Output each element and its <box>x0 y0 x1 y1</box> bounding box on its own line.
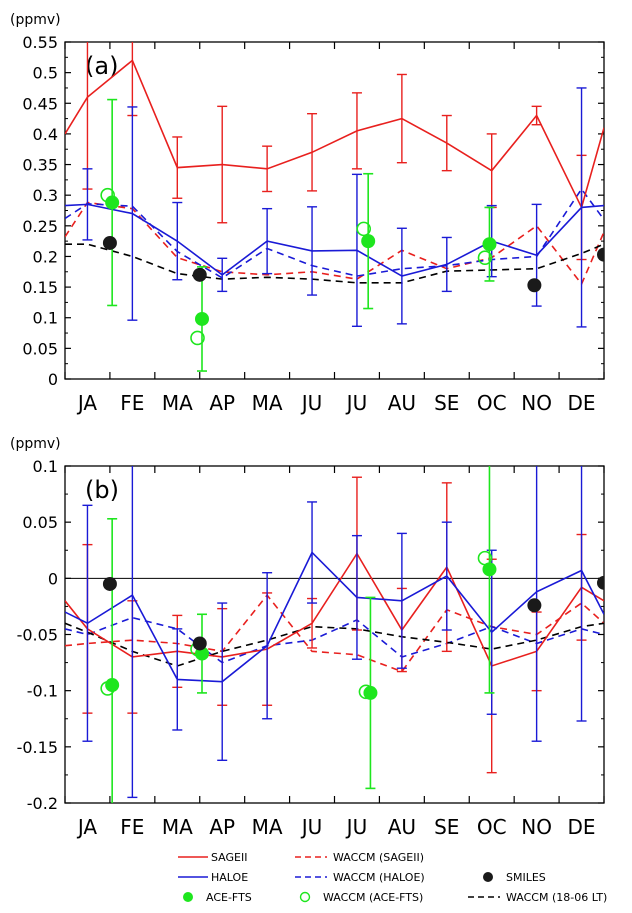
plot-frame <box>64 465 605 804</box>
month-label: MA <box>252 815 283 839</box>
panel-label: (b) <box>85 476 119 504</box>
y-tick-label: 0 <box>48 569 58 588</box>
legend-label-sageii: SAGEII <box>211 851 247 864</box>
point-ace-fts <box>482 562 497 577</box>
month-label: AU <box>388 815 416 839</box>
point-ace-fts <box>361 234 376 249</box>
y-tick-label: 0.1 <box>33 457 58 476</box>
legend: SAGEII WACCM (SAGEII) HALOE WACCM (HALOE) SM… <box>178 851 607 904</box>
month-label: MA <box>162 391 193 415</box>
point-waccm-ace-fts <box>190 330 205 346</box>
panel-a: 0 0.05 0.1 0.15 0.2 0.25 0.3 0.35 0.4 0.45 0.5 0.55… <box>10 12 605 415</box>
point-smiles <box>527 598 542 613</box>
month-label: OC <box>477 391 507 415</box>
point-smiles <box>192 636 207 651</box>
month-label: AP <box>209 815 235 839</box>
point-smiles <box>597 247 604 262</box>
month-label: JU <box>300 391 323 415</box>
month-label: JA <box>76 391 98 415</box>
series-line-sageii <box>65 552 604 667</box>
series-line-waccm-haloe <box>65 187 604 279</box>
legend-label-smiles: SMILES <box>506 871 546 884</box>
y-tick-label: 0.15 <box>22 278 58 297</box>
point-smiles <box>102 235 117 250</box>
y-tick-label: 0.1 <box>33 309 58 328</box>
point-ace-fts <box>105 678 120 693</box>
month-label: DE <box>568 391 596 415</box>
month-label: NO <box>521 815 552 839</box>
point-waccm-ace-fts <box>100 187 115 203</box>
y-tick-label: 0.2 <box>33 247 58 266</box>
month-label: OC <box>477 815 507 839</box>
y-tick-label: 0 <box>48 370 58 389</box>
series-line-haloe <box>65 551 604 683</box>
point-smiles <box>527 278 542 293</box>
month-label: DE <box>568 815 596 839</box>
month-label: JU <box>300 815 323 839</box>
y-unit-label: (ppmv) <box>10 436 61 452</box>
point-ace-fts <box>194 311 209 326</box>
month-label: AU <box>388 391 416 415</box>
legend-label-waccm-haloe: WACCM (HALOE) <box>333 871 425 884</box>
plot-area <box>65 466 604 803</box>
series-line-sageii <box>65 59 604 210</box>
y-tick-label: 0.25 <box>22 217 58 236</box>
point-smiles <box>597 575 604 590</box>
legend-label-waccm-sageii: WACCM (SAGEII) <box>333 851 424 864</box>
month-label: SE <box>434 391 459 415</box>
month-label: MA <box>162 815 193 839</box>
legend-swatch-ace-fts <box>183 892 193 902</box>
legend-label-ace-fts: ACE-FTS <box>206 891 252 904</box>
point-waccm-ace-fts <box>100 681 115 696</box>
point-smiles <box>102 576 117 591</box>
legend-swatch-waccm-ace-fts <box>299 891 311 903</box>
point-waccm-ace-fts <box>477 250 493 265</box>
legend-swatch-smiles <box>483 872 493 882</box>
point-ace-fts <box>363 685 378 700</box>
y-tick-label: -0.05 <box>17 626 58 645</box>
series-line-waccm-haloe <box>65 616 604 664</box>
y-tick-label: -0.2 <box>27 794 58 813</box>
plot-area <box>65 42 604 372</box>
point-ace-fts <box>482 237 497 252</box>
y-tick-label: 0.3 <box>33 186 58 205</box>
point-waccm-ace-fts <box>358 684 374 700</box>
point-ace-fts <box>105 195 120 210</box>
point-smiles <box>192 267 207 282</box>
legend-label-waccm-18-06-lt: WACCM (18-06 LT) <box>506 891 607 904</box>
series-line-haloe <box>65 203 604 277</box>
point-waccm-ace-fts <box>477 550 493 566</box>
y-tick-label: 0.5 <box>33 64 58 83</box>
month-label: FE <box>120 815 144 839</box>
series-line-waccm-sageii <box>65 201 604 286</box>
month-label: NO <box>521 391 552 415</box>
legend-label-haloe: HALOE <box>211 871 248 884</box>
y-unit-label: (ppmv) <box>10 12 61 28</box>
y-tick-label: -0.1 <box>27 682 58 701</box>
month-label: SE <box>434 815 459 839</box>
y-tick-label: -0.15 <box>17 738 58 757</box>
panel-b: -0.2 -0.15 -0.1 -0.05 0 0.05 0.1 JA FE MA AP MA JU JU… <box>10 436 605 839</box>
y-tick-label: 0.55 <box>22 33 58 52</box>
month-label: JU <box>345 815 368 839</box>
y-tick-label: 0.05 <box>22 513 58 532</box>
y-tick-label: 0.45 <box>22 94 58 113</box>
point-waccm-ace-fts <box>356 221 371 237</box>
month-label: MA <box>252 391 283 415</box>
legend-label-waccm-ace-fts: WACCM (ACE-FTS) <box>323 891 423 904</box>
y-tick-label: 0.05 <box>22 339 58 358</box>
month-label: JU <box>345 391 368 415</box>
y-tick-label: 0.35 <box>22 156 58 175</box>
y-tick-label: 0.4 <box>33 125 58 144</box>
month-label: AP <box>209 391 235 415</box>
month-label: FE <box>120 391 144 415</box>
month-label: JA <box>76 815 98 839</box>
series-line-waccm-18-06-lt <box>65 622 604 667</box>
series-line-waccm-sageii <box>65 593 604 673</box>
series-line-waccm-18-06-lt <box>65 243 604 284</box>
